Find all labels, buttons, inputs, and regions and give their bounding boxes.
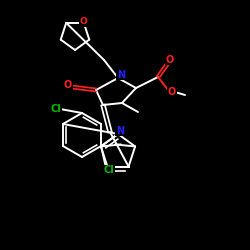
Text: N: N [117, 70, 125, 80]
Text: O: O [64, 80, 72, 90]
Text: O: O [166, 55, 174, 65]
Text: Cl: Cl [50, 104, 62, 114]
Text: N: N [116, 126, 124, 136]
Text: O: O [80, 17, 88, 26]
Text: Cl: Cl [104, 165, 115, 175]
Text: O: O [168, 87, 176, 97]
